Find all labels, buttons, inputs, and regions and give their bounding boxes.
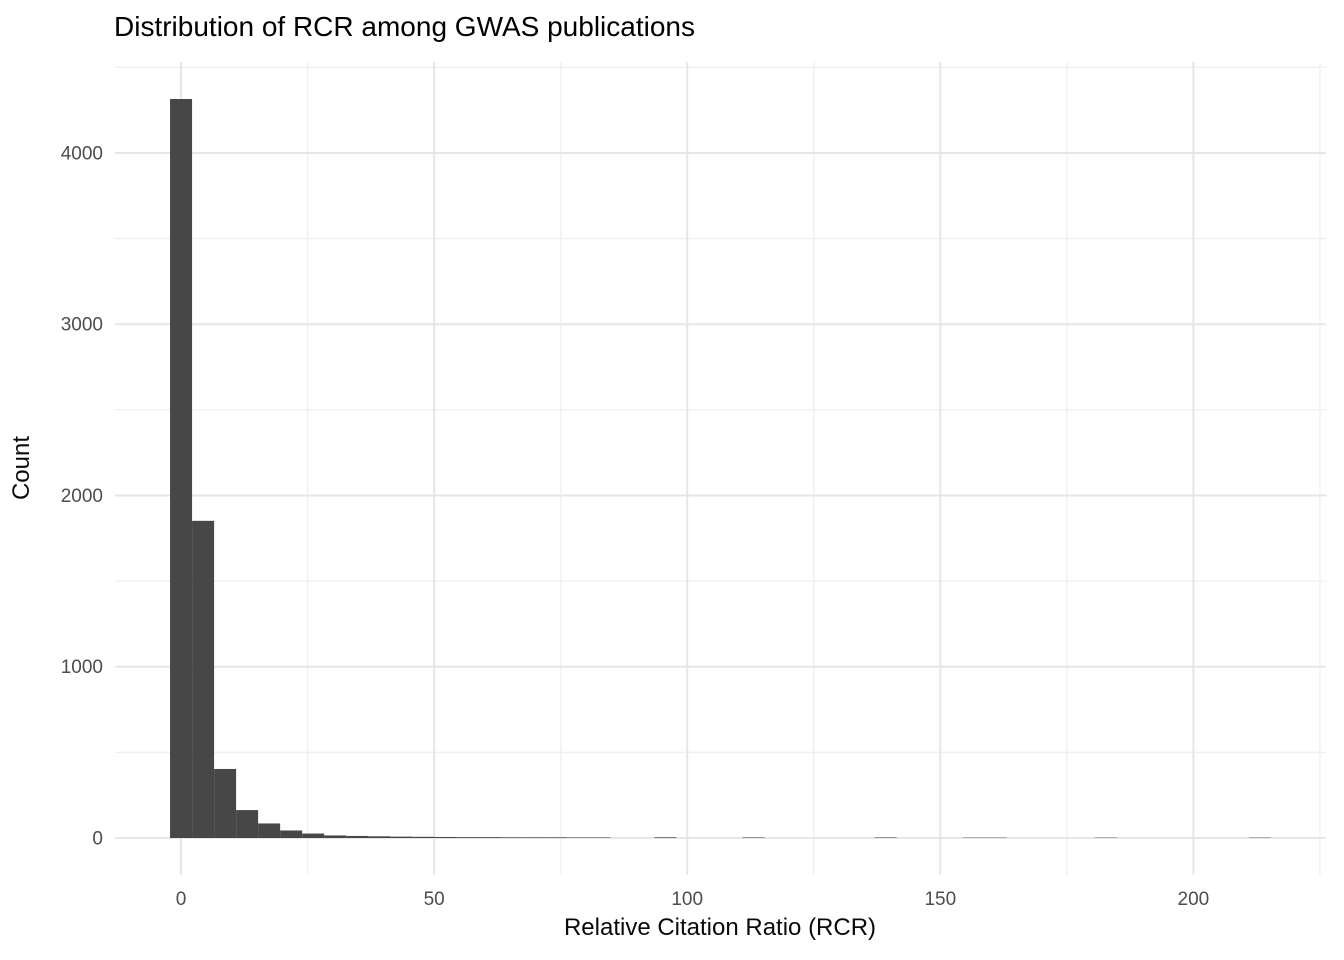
y-tick-label: 1000 [61, 657, 103, 678]
histogram-bar [434, 836, 457, 839]
y-tick-label: 4000 [61, 143, 103, 164]
histogram-bar [390, 836, 413, 839]
histogram-bar [522, 837, 545, 839]
histogram-bar [214, 768, 237, 839]
histogram-bar [346, 835, 369, 839]
y-tick-label: 2000 [61, 486, 103, 507]
histogram-bar [258, 823, 281, 839]
y-tick-label: 3000 [61, 315, 103, 336]
chart-title: Distribution of RCR among GWAS publicati… [114, 11, 695, 42]
histogram-bar [412, 836, 435, 839]
histogram-bar [280, 830, 303, 839]
histogram-bar [500, 837, 523, 839]
histogram-bar [874, 837, 897, 839]
x-tick-label: 100 [671, 889, 703, 910]
x-tick-label: 200 [1178, 889, 1210, 910]
histogram-bar [588, 837, 611, 839]
histogram-bar [170, 98, 193, 839]
histogram-bar [456, 837, 479, 839]
histogram-bar [368, 836, 391, 839]
histogram-bar [566, 837, 589, 839]
x-axis-title: Relative Citation Ratio (RCR) [563, 914, 877, 941]
histogram-bar [544, 837, 567, 839]
histogram-bar [236, 810, 259, 839]
x-tick-label: 50 [424, 889, 445, 910]
y-axis-title: Count [8, 435, 35, 501]
histogram-bar [302, 833, 325, 839]
histogram-bar [742, 837, 765, 839]
histogram-bar [192, 520, 215, 839]
x-tick-label: 150 [924, 889, 956, 910]
x-tick-label: 0 [176, 889, 187, 910]
y-tick-label: 0 [92, 829, 103, 850]
histogram-bar [654, 837, 677, 839]
histogram-bar [324, 835, 347, 839]
histogram-bar [478, 837, 501, 839]
